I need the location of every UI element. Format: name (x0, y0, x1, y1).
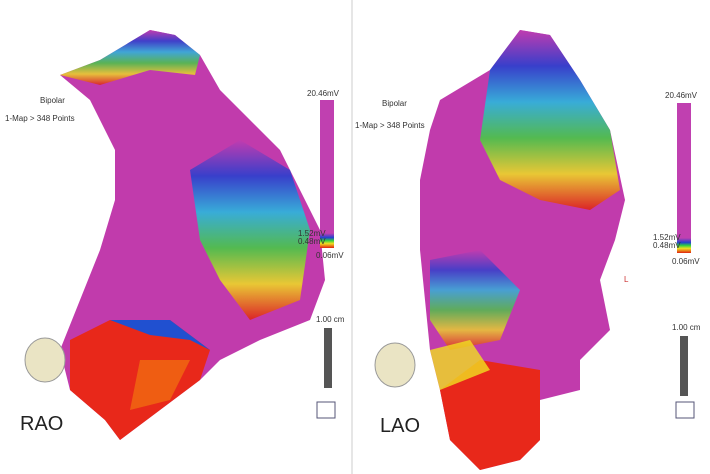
heart-icon (375, 343, 415, 387)
view-button[interactable] (676, 402, 694, 418)
map-type: Bipolar (382, 99, 407, 108)
scale-max: 20.46mV (665, 91, 698, 100)
lao-map (420, 30, 625, 470)
color-bar (320, 100, 334, 248)
scale-lower: 0.48mV (653, 241, 681, 250)
scale-max: 20.46mV (307, 89, 340, 98)
rao-map (60, 30, 325, 440)
ruler (324, 328, 332, 388)
ruler-label: 1.00 cm (672, 323, 701, 332)
scale-lower: 0.48mV (298, 237, 326, 246)
scale-min: 0.06mV (672, 257, 700, 266)
map-label[interactable]: 1-Map > 348 Points (355, 121, 425, 130)
heart-icon (25, 338, 65, 382)
map-type: Bipolar (40, 96, 65, 105)
view-button[interactable] (317, 402, 335, 418)
orientation-label: L (624, 275, 629, 284)
color-bar (677, 103, 691, 253)
map-label[interactable]: 1-Map > 348 Points (5, 114, 75, 123)
ruler-label: 1.00 cm (316, 315, 345, 324)
scale-min: 0.06mV (316, 251, 344, 260)
screenshot: RAO Bipolar 1-Map > 348 Points 20.46mV 1… (0, 0, 710, 474)
view-label: LAO (380, 415, 420, 437)
view-label: RAO (20, 413, 63, 435)
ruler (680, 336, 688, 396)
